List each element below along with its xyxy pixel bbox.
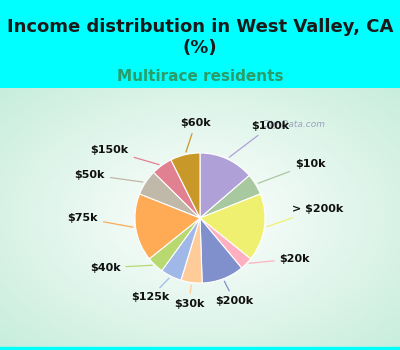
Text: $125k: $125k [131,278,170,302]
Text: $20k: $20k [249,254,310,264]
Text: $60k: $60k [180,118,211,152]
Wedge shape [154,160,200,218]
Text: $50k: $50k [75,170,143,182]
Text: $75k: $75k [67,213,133,227]
Wedge shape [200,218,251,268]
Text: $10k: $10k [258,159,326,183]
Wedge shape [171,153,200,218]
Wedge shape [181,218,202,283]
Wedge shape [140,173,200,218]
Bar [0,347,400,350]
Text: $150k: $150k [91,145,159,164]
Wedge shape [200,194,265,259]
Text: > $200k: > $200k [267,204,343,227]
Wedge shape [162,218,200,280]
Text: $40k: $40k [90,263,152,273]
Text: City-Data.com: City-Data.com [262,120,326,129]
Wedge shape [135,194,200,259]
Wedge shape [200,218,242,283]
Text: $200k: $200k [215,281,253,306]
Text: $100k: $100k [229,121,290,157]
Text: $30k: $30k [174,285,204,309]
Wedge shape [200,153,249,218]
Wedge shape [200,176,260,218]
Text: Multirace residents: Multirace residents [117,69,283,84]
Wedge shape [149,218,200,271]
Text: Income distribution in West Valley, CA
(%): Income distribution in West Valley, CA (… [7,18,393,57]
